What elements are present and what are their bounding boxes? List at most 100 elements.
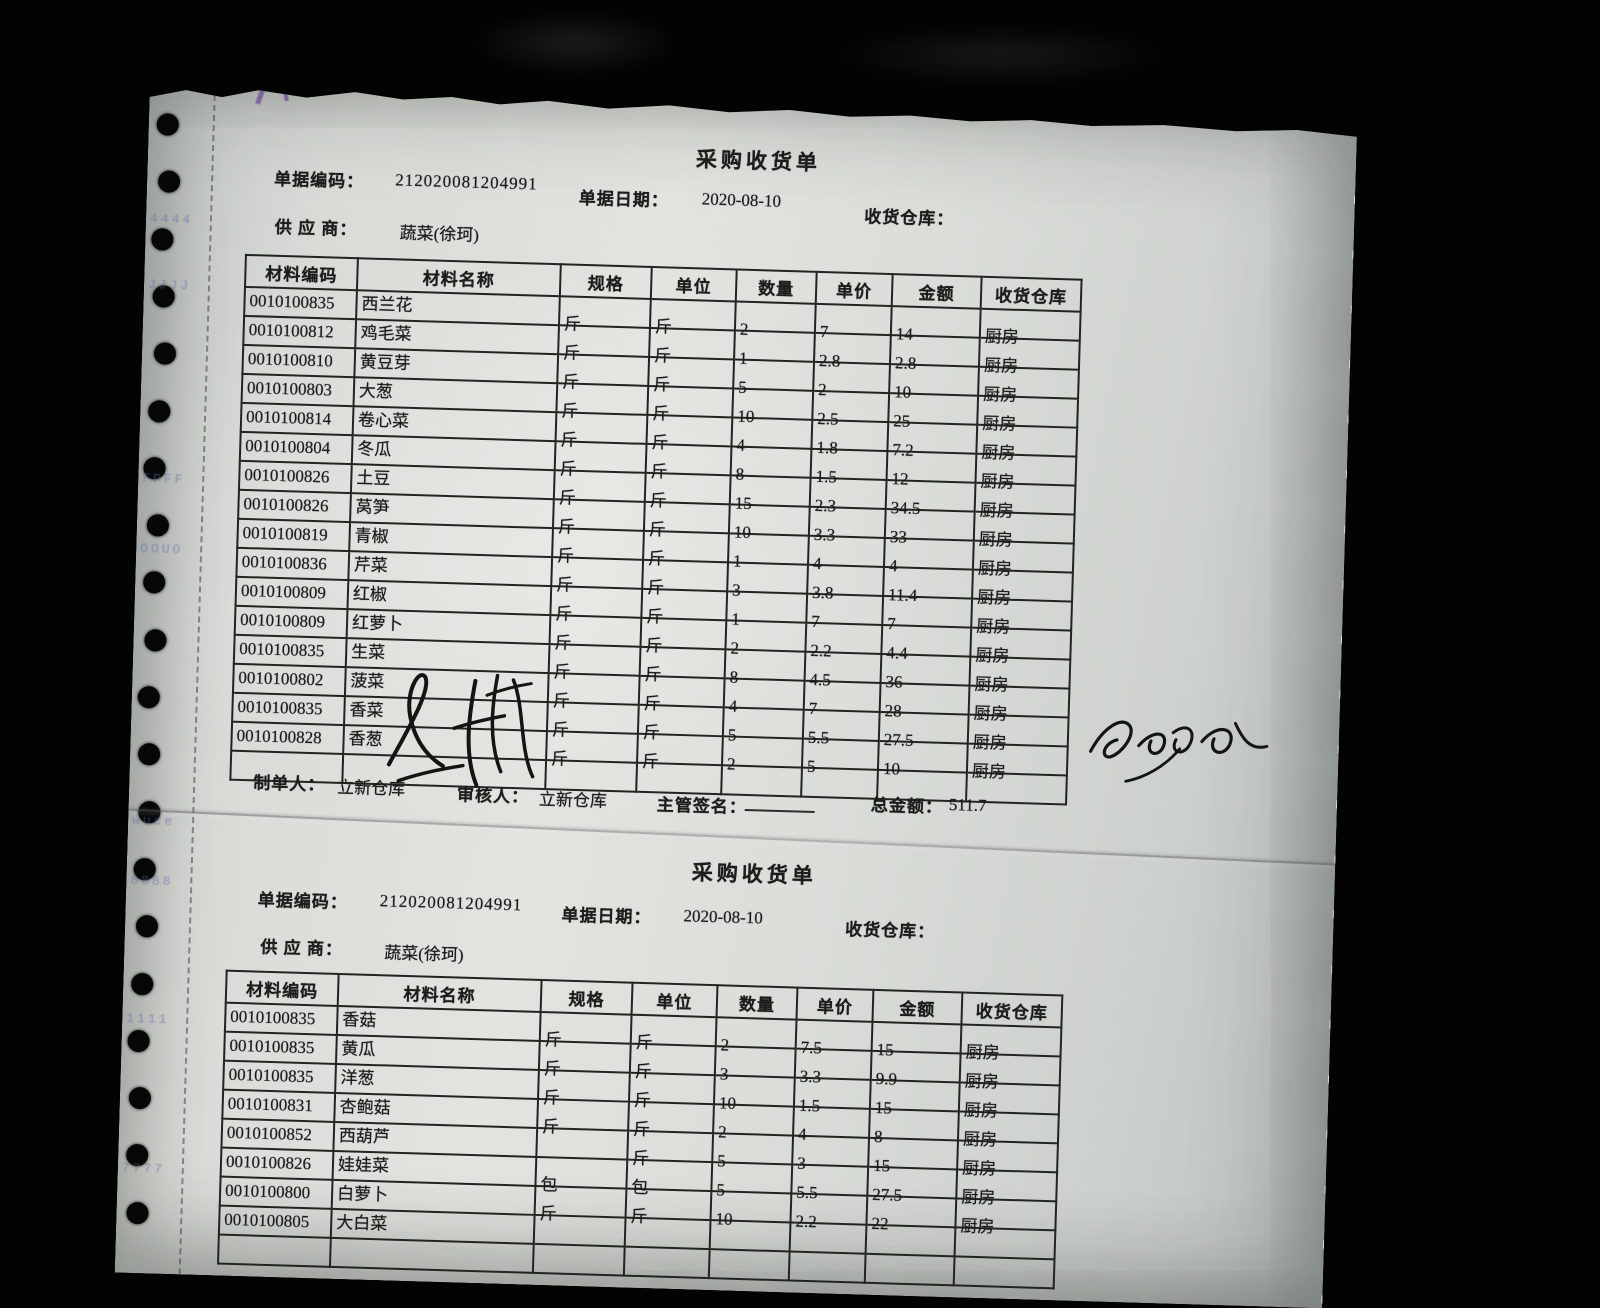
material-code-cell: 0010100803 bbox=[242, 374, 355, 406]
feed-hole bbox=[126, 1201, 149, 1224]
column-header: 单位 bbox=[632, 983, 718, 1018]
empty-cell bbox=[865, 1254, 955, 1286]
column-header: 单价 bbox=[816, 272, 893, 306]
supplier-value: 蔬菜(徐珂) bbox=[399, 223, 480, 245]
maker-label: 制单人： bbox=[253, 773, 326, 795]
material-code-cell: 0010100809 bbox=[235, 606, 348, 638]
signature-blank-line bbox=[745, 791, 816, 813]
data-cell: 7.5 bbox=[796, 1020, 873, 1051]
material-code-cell: 0010100804 bbox=[240, 432, 353, 464]
handwritten-signature-right bbox=[1081, 699, 1279, 795]
column-header: 单位 bbox=[651, 267, 737, 302]
column-header: 金额 bbox=[892, 274, 982, 309]
feed-hole bbox=[136, 915, 159, 938]
feed-strip-marking: 8888 bbox=[130, 872, 174, 890]
data-cell: 2 bbox=[735, 301, 816, 332]
column-header: 单价 bbox=[796, 988, 873, 1022]
fold-corner-marker bbox=[103, 780, 130, 807]
supervisor-sign-label: 主管签名： bbox=[656, 795, 748, 818]
date-value: 2020-08-10 bbox=[701, 189, 782, 211]
feed-hole bbox=[138, 743, 161, 766]
supplier-label: 供 应 商： bbox=[274, 217, 358, 240]
material-code-cell: 0010100800 bbox=[220, 1177, 333, 1209]
feed-strip-marking: 4444 bbox=[149, 211, 194, 228]
feed-hole bbox=[131, 972, 154, 995]
material-code-cell: 0010100835 bbox=[224, 1032, 337, 1064]
data-cell: 斤 bbox=[631, 1015, 717, 1047]
material-code-cell: 0010100819 bbox=[237, 519, 350, 551]
feed-hole bbox=[137, 686, 160, 709]
column-header: 材料编码 bbox=[226, 971, 339, 1006]
feed-hole bbox=[154, 342, 177, 365]
material-code-cell: 0010100835 bbox=[232, 693, 345, 725]
feed-hole bbox=[148, 400, 171, 423]
material-code-cell: 0010100810 bbox=[242, 345, 355, 377]
data-cell: 2 bbox=[716, 1017, 797, 1048]
data-cell: 15 bbox=[872, 1022, 962, 1054]
feed-strip-marking: OOUO bbox=[139, 540, 184, 558]
data-cell: 包 bbox=[535, 1157, 627, 1189]
feed-strip-marking: 7777 bbox=[121, 1160, 166, 1177]
column-header: 金额 bbox=[872, 990, 962, 1025]
empty-cell bbox=[330, 1238, 534, 1273]
feed-hole bbox=[143, 571, 166, 594]
material-code-cell: 0010100826 bbox=[221, 1148, 334, 1180]
date-label: 单据日期： bbox=[578, 188, 670, 211]
supplier-value: 蔬菜(徐珂) bbox=[384, 943, 464, 965]
feed-hole bbox=[151, 228, 174, 251]
photo-canvas: { "photo": { "background_color": "#03030… bbox=[102, 12, 1362, 1200]
column-header: 材料编码 bbox=[245, 255, 358, 290]
doc-no-label: 单据编码： bbox=[273, 169, 365, 192]
material-code-cell: 0010100802 bbox=[233, 664, 346, 696]
receipt-paper: 4444 JJJJ FPFF OOUO wuce 8888 1111 7777 采购收货单 单… bbox=[115, 83, 1358, 1308]
empty-cell bbox=[954, 1256, 1055, 1288]
data-cell: 斤 bbox=[650, 299, 736, 331]
supplier-label: 供 应 商： bbox=[260, 937, 344, 960]
data-cell: 斤 bbox=[540, 1012, 632, 1044]
receipt-section-2: 采购收货单 单据编码： 212020081204991 单据日期： 2020-0… bbox=[150, 83, 1357, 119]
total-label: 总金额： bbox=[870, 795, 944, 817]
doc-no-value: 212020081204991 bbox=[394, 170, 538, 194]
feed-strip-marking: wuce bbox=[131, 812, 176, 830]
date-label: 单据日期： bbox=[561, 905, 652, 928]
feed-hole bbox=[144, 629, 167, 652]
material-code-cell: 0010100835 bbox=[244, 287, 357, 319]
receipt-section-1: 采购收货单 单据编码： 212020081204991 单据日期： 2020-0… bbox=[150, 83, 1357, 119]
column-header: 数量 bbox=[717, 985, 798, 1019]
material-code-cell: 0010100812 bbox=[243, 316, 356, 348]
edge-perforation-nubs bbox=[1321, 149, 1361, 1308]
column-header: 规格 bbox=[541, 980, 633, 1015]
material-code-cell: 0010100835 bbox=[223, 1061, 336, 1093]
feed-markings: 4444 JJJJ FPFF OOUO wuce 8888 1111 7777 bbox=[150, 83, 1357, 119]
handwritten-signature-auditor bbox=[374, 662, 558, 807]
empty-cell bbox=[624, 1247, 710, 1279]
column-header: 收货仓库 bbox=[981, 277, 1082, 312]
material-code-cell: 0010100809 bbox=[236, 577, 349, 609]
date-value: 2020-08-10 bbox=[683, 906, 764, 928]
perforation-line bbox=[179, 85, 216, 1275]
material-code-cell: 0010100814 bbox=[241, 403, 354, 435]
feed-strip-marking: JJJJ bbox=[147, 277, 192, 294]
materials-table: 材料编码 材料名称 规格 单位 数量 单价 金额 收货仓库 0010100835 香菇斤斤 2 7.5… bbox=[217, 970, 1063, 1290]
material-code-cell: 0010100828 bbox=[231, 722, 344, 754]
feed-hole bbox=[129, 1087, 152, 1110]
data-cell: 厨房 bbox=[961, 1024, 1062, 1056]
empty-cell bbox=[218, 1235, 331, 1267]
data-cell: 斤 bbox=[559, 296, 651, 328]
material-code-cell: 0010100831 bbox=[222, 1090, 335, 1122]
data-cell: 14 bbox=[891, 306, 981, 338]
doc-no-label: 单据编码： bbox=[257, 890, 349, 913]
column-header: 规格 bbox=[560, 264, 652, 299]
warehouse-label: 收货仓库： bbox=[844, 920, 936, 942]
empty-cell bbox=[709, 1249, 790, 1280]
data-cell: 厨房 bbox=[980, 309, 1081, 341]
material-code-cell: 0010100836 bbox=[236, 548, 349, 580]
material-code-cell: 0010100835 bbox=[234, 635, 347, 667]
feed-strip-marking: 1111 bbox=[126, 1010, 170, 1027]
doc-no-value: 212020081204991 bbox=[379, 891, 523, 915]
feed-hole bbox=[127, 1030, 150, 1053]
warehouse-label: 收货仓库： bbox=[864, 207, 955, 229]
doc-title: 采购收货单 bbox=[691, 860, 818, 889]
empty-cell bbox=[533, 1244, 625, 1276]
ink-nick bbox=[283, 88, 289, 102]
